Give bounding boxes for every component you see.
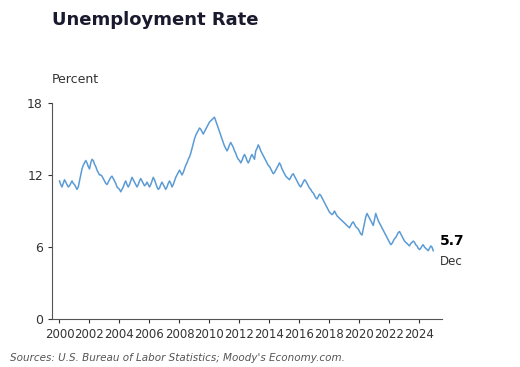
Text: Sources: U.S. Bureau of Labor Statistics; Moody's Economy.com.: Sources: U.S. Bureau of Labor Statistics… <box>10 353 345 363</box>
Text: 5.7: 5.7 <box>440 234 465 248</box>
Text: Dec: Dec <box>440 255 463 268</box>
Text: Percent: Percent <box>52 73 99 86</box>
Text: Unemployment Rate: Unemployment Rate <box>52 11 258 29</box>
